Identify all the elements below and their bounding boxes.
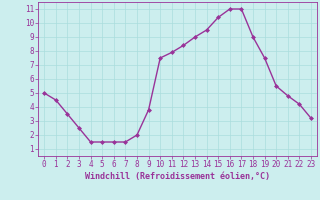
X-axis label: Windchill (Refroidissement éolien,°C): Windchill (Refroidissement éolien,°C): [85, 172, 270, 181]
